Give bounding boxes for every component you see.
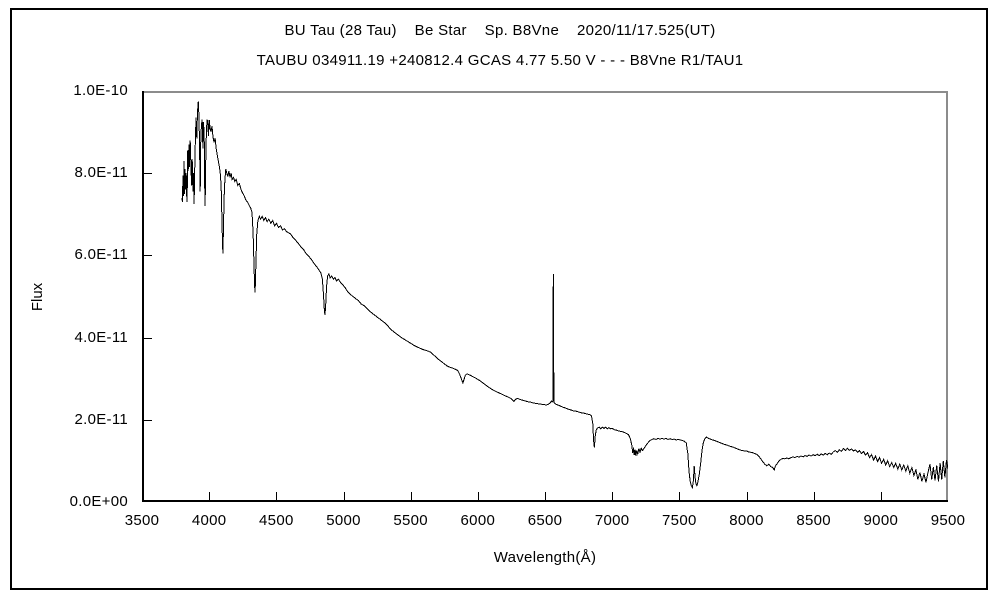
x-tick-label-4000: 4000 xyxy=(191,512,227,529)
x-tick-label-9500: 9500 xyxy=(930,512,966,529)
y-tick-label-2.0E-11: 2.0E-11 xyxy=(74,410,128,428)
spectrum-line xyxy=(181,101,948,490)
x-tick-label-7500: 7500 xyxy=(662,512,697,529)
y-axis-title: Flux xyxy=(29,282,46,312)
plot-svg xyxy=(142,91,948,502)
x-tick-label-7000: 7000 xyxy=(594,512,630,529)
plot-area xyxy=(142,91,948,502)
x-tick-label-4500: 4500 xyxy=(259,512,294,529)
y-tick-label-1.0E-10: 1.0E-10 xyxy=(73,82,128,99)
y-tick-label-6.0E-11: 6.0E-11 xyxy=(74,246,128,264)
x-tick-label-6000: 6000 xyxy=(460,512,496,529)
chart-subtitle: TAUBU 034911.19 +240812.4 GCAS 4.77 5.50… xyxy=(256,52,744,69)
y-tick-label-8.0E-11: 8.0E-11 xyxy=(74,164,128,182)
chart-title: BU Tau (28 Tau) Be Star Sp. B8Vne 2020/1… xyxy=(284,22,716,39)
figure-border xyxy=(10,8,988,590)
x-tick-label-9000: 9000 xyxy=(863,512,899,529)
x-tick-label-8000: 8000 xyxy=(729,512,764,529)
x-tick-label-3500: 3500 xyxy=(124,512,160,529)
x-tick-label-5500: 5500 xyxy=(393,512,428,529)
y-tick-label-0.0E+00: 0.0E+00 xyxy=(69,493,128,510)
x-tick-label-5000: 5000 xyxy=(326,512,361,529)
y-tick-label-4.0E-11: 4.0E-11 xyxy=(74,328,128,346)
x-tick-label-6500: 6500 xyxy=(527,512,563,529)
x-tick-label-8500: 8500 xyxy=(796,512,831,529)
x-axis-title: Wavelength(Å) xyxy=(493,549,597,566)
